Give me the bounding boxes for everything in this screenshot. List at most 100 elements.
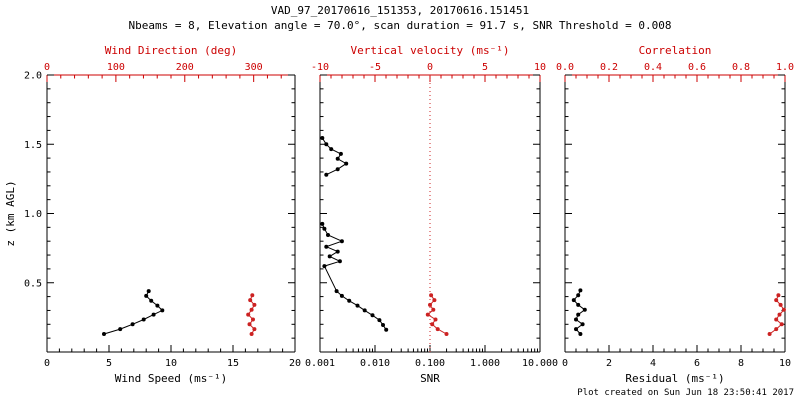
series-snr-lower-point bbox=[320, 221, 325, 226]
series-wind-speed-point bbox=[102, 332, 106, 336]
x-axis-title-snr: SNR bbox=[420, 372, 440, 385]
series-snr-lower-point bbox=[377, 318, 382, 323]
x-tick-label-wind: 5 bbox=[106, 358, 112, 369]
series-vertical-velocity-point bbox=[430, 322, 435, 327]
x-tick-label-residual: 6 bbox=[694, 358, 700, 369]
x-tick-label-wind: 10 bbox=[165, 358, 177, 369]
x-tick-label-residual: 8 bbox=[738, 358, 744, 369]
x-tick-label-snr: 0.001 bbox=[305, 358, 335, 369]
series-residual-point bbox=[580, 322, 585, 327]
series-residual-point bbox=[582, 307, 587, 312]
x-tick-label-snr: 0.010 bbox=[360, 358, 390, 369]
top-tick-label-snr: -10 bbox=[311, 62, 329, 73]
plot-title: VAD_97_20170616_151353, 20170616.151451 bbox=[270, 4, 530, 17]
top-tick-label-wind: 200 bbox=[176, 62, 194, 73]
y-axis-title: z (km AGL) bbox=[4, 180, 17, 246]
series-vertical-velocity-point bbox=[433, 317, 438, 322]
series-wind-direction-point bbox=[249, 307, 254, 312]
series-wind-speed-point bbox=[130, 322, 135, 327]
top-tick-label-residual: 0.8 bbox=[732, 62, 750, 73]
series-snr-lower-point bbox=[339, 239, 344, 244]
series-correlation-point bbox=[774, 327, 779, 332]
series-snr-upper-point bbox=[324, 142, 329, 147]
series-wind-speed-point bbox=[141, 317, 146, 322]
top-tick-label-residual: 0.0 bbox=[556, 62, 574, 73]
x-tick-label-residual: 2 bbox=[606, 358, 612, 369]
series-residual-point bbox=[574, 317, 578, 322]
top-tick-label-residual: 0.6 bbox=[688, 62, 706, 73]
series-correlation-point bbox=[781, 307, 786, 312]
series-wind-direction-point bbox=[246, 312, 251, 317]
series-correlation-point bbox=[779, 322, 784, 327]
top-tick-label-snr: 10 bbox=[534, 62, 546, 73]
series-residual-point bbox=[574, 327, 578, 332]
series-correlation-point bbox=[774, 317, 779, 322]
top-axis-title-snr: Vertical velocity (ms⁻¹) bbox=[351, 44, 510, 57]
y-tick-label: 1.5 bbox=[24, 140, 42, 151]
series-wind-speed-point bbox=[146, 289, 151, 294]
series-snr-upper-point bbox=[329, 147, 334, 152]
y-tick-label: 0.5 bbox=[24, 278, 42, 289]
series-snr-upper-point bbox=[344, 161, 349, 166]
x-tick-label-wind: 0 bbox=[44, 358, 50, 369]
series-snr-lower-point bbox=[324, 244, 329, 249]
series-snr-lower-point bbox=[362, 308, 367, 313]
series-wind-speed-point bbox=[144, 293, 149, 298]
series-snr-lower-point bbox=[322, 226, 327, 231]
panel-snr: 0.001 0.010 0.100 1.000 10.000 -10 -5 0 5 10 SNR Ve… bbox=[305, 44, 558, 385]
x-axis-title-residual: Residual (ms⁻¹) bbox=[625, 372, 724, 385]
x-tick-label-residual: 10 bbox=[779, 358, 791, 369]
top-tick-label-snr: 5 bbox=[482, 62, 488, 73]
series-snr-upper-point bbox=[335, 167, 340, 172]
plot-subtitle: Nbeams = 8, Elevation angle = 70.0°, sca… bbox=[128, 19, 672, 32]
series-snr-lower-point bbox=[355, 303, 360, 308]
series-snr-lower-point bbox=[327, 254, 332, 259]
top-tick-label-residual: 1.0 bbox=[776, 62, 794, 73]
top-tick-label-wind: 100 bbox=[107, 62, 125, 73]
series-vertical-velocity-point bbox=[429, 293, 434, 298]
series-snr-lower bbox=[321, 223, 387, 331]
series-snr-lower-point bbox=[322, 264, 327, 269]
series-correlation-point bbox=[767, 332, 772, 336]
series-snr-upper-point bbox=[335, 156, 340, 161]
x-tick-label-residual: 4 bbox=[650, 358, 656, 369]
series-vertical-velocity-point bbox=[431, 307, 436, 312]
x-tick-label-wind: 20 bbox=[289, 358, 301, 369]
series-correlation-point bbox=[774, 298, 779, 303]
series-snr-lower-point bbox=[384, 327, 389, 332]
x-axis-title-wind: Wind Speed (ms⁻¹) bbox=[115, 372, 228, 385]
series-wind-direction-point bbox=[252, 302, 257, 307]
series-residual-point bbox=[578, 332, 583, 336]
series-residual-point bbox=[571, 298, 576, 303]
series-wind-direction-point bbox=[249, 332, 254, 336]
series-wind-speed-point bbox=[155, 303, 160, 308]
series-vertical-velocity-point bbox=[435, 327, 440, 332]
top-tick-label-snr: -5 bbox=[369, 62, 381, 73]
top-axis-title-wind: Wind Direction (deg) bbox=[105, 44, 237, 57]
series-residual-point bbox=[576, 293, 581, 298]
series-correlation-point bbox=[778, 302, 783, 307]
series-snr-lower-point bbox=[339, 293, 344, 298]
series-snr-lower-point bbox=[335, 249, 340, 254]
series-vertical-velocity-point bbox=[444, 332, 449, 336]
series-snr-upper-point bbox=[338, 151, 343, 156]
series-snr-upper-point bbox=[324, 172, 329, 177]
top-tick-label-wind: 0 bbox=[44, 62, 50, 73]
series-wind-direction-point bbox=[251, 317, 255, 322]
y-tick-label: 2.0 bbox=[24, 71, 42, 82]
series-wind-speed-point bbox=[160, 308, 165, 313]
series-correlation-point bbox=[776, 293, 781, 298]
series-wind-direction-point bbox=[248, 298, 253, 303]
panel-residual: 0 2 4 6 8 10 0.0 0.2 0.4 0.6 0.8 1.0 Residual (ms⁻¹)… bbox=[556, 44, 794, 385]
series-wind-direction-point bbox=[247, 322, 252, 327]
series-snr-lower-point bbox=[370, 313, 375, 318]
series-wind-speed bbox=[103, 290, 164, 335]
x-tick-label-snr: 1.000 bbox=[470, 358, 500, 369]
x-tick-label-residual: 0 bbox=[562, 358, 568, 369]
x-tick-label-wind: 15 bbox=[227, 358, 239, 369]
series-wind-speed-point bbox=[151, 312, 156, 317]
top-axis-title-residual: Correlation bbox=[639, 44, 712, 57]
series-snr-lower-point bbox=[337, 259, 342, 264]
